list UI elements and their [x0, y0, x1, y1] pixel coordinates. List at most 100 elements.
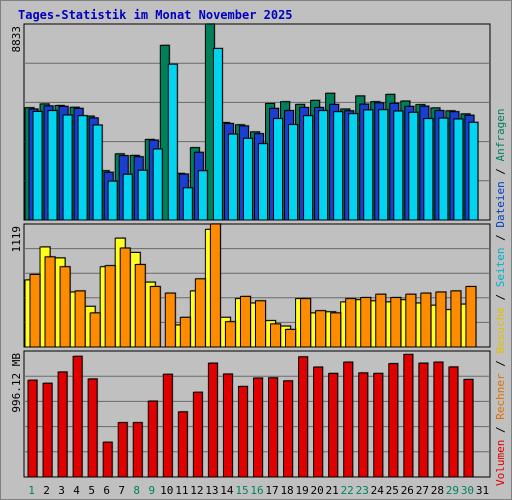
x-tick-label: 25: [386, 484, 399, 497]
legend-item: Besuche: [494, 307, 507, 353]
legend-item: /: [494, 228, 507, 248]
bar-rechner-day-28: [435, 291, 447, 348]
bar-volumen-day-17: [268, 377, 279, 478]
bar-rechner-day-12: [194, 278, 206, 348]
bar-seiten-day-25: [393, 110, 404, 221]
bar-rechner-day-6: [104, 265, 116, 348]
bar-volumen-day-11: [177, 411, 188, 478]
x-tick-label: 26: [401, 484, 414, 497]
bar-rechner-day-21: [330, 312, 342, 348]
bar-volumen-day-30: [463, 378, 474, 478]
bar-seiten-day-28: [438, 117, 449, 221]
bar-rechner-day-19: [300, 298, 312, 348]
bar-rechner-day-14: [224, 321, 236, 348]
x-tick-label: 15: [235, 484, 248, 497]
bar-rechner-day-2: [44, 256, 56, 348]
bar-seiten-day-23: [363, 109, 374, 221]
bar-volumen-day-7: [117, 422, 128, 478]
x-tick-label: 29: [446, 484, 459, 497]
bar-rechner-day-11: [179, 316, 191, 348]
bar-volumen-day-12: [192, 391, 203, 478]
bar-seiten-day-12: [197, 170, 208, 221]
series-seiten: [32, 47, 479, 221]
bar-volumen-day-16: [252, 377, 263, 478]
bar-seiten-day-22: [348, 113, 359, 221]
x-tick-label: 8: [133, 484, 140, 497]
bar-volumen-day-5: [87, 378, 98, 478]
x-tick-label: 10: [160, 484, 173, 497]
legend-item: /: [494, 420, 507, 440]
legend-item: /: [494, 287, 507, 307]
bar-rechner-day-26: [405, 293, 417, 348]
legend-item: Rechner: [494, 373, 507, 420]
bar-rechner-day-13: [209, 223, 221, 348]
x-tick-label: 19: [295, 484, 308, 497]
bar-volumen-day-13: [207, 362, 218, 478]
x-tick-label: 23: [356, 484, 369, 497]
bar-rechner-day-29: [450, 290, 462, 348]
bar-rechner-day-8: [134, 264, 146, 348]
bar-seiten-day-16: [257, 143, 268, 221]
bar-seiten-day-6: [107, 180, 118, 221]
bar-rechner-day-17: [270, 323, 282, 348]
bar-seiten-day-17: [273, 118, 284, 221]
x-tick-label: 22: [341, 484, 354, 497]
bar-seiten-day-11: [182, 187, 193, 221]
x-tick-label: 13: [205, 484, 218, 497]
bar-seiten-day-30: [468, 121, 479, 221]
legend-item: Seiten: [494, 248, 507, 288]
bar-volumen-day-1: [27, 379, 38, 478]
bar-rechner-day-16: [254, 300, 266, 348]
bar-volumen-day-23: [358, 372, 369, 478]
x-tick-label: 28: [431, 484, 444, 497]
right-legend: Volumen / Rechner / Besuche / Seiten / D…: [494, 108, 507, 486]
x-tick-label: 27: [416, 484, 429, 497]
legend-item: Volumen: [494, 440, 507, 486]
x-tick-label: 18: [280, 484, 293, 497]
x-tick-label: 2: [43, 484, 50, 497]
panel-middle: 1119: [10, 223, 491, 348]
x-tick-label: 14: [220, 484, 234, 497]
bar-seiten-day-24: [378, 109, 389, 221]
bar-rechner-day-20: [315, 310, 327, 348]
bar-seiten-day-1: [32, 110, 43, 221]
x-tick-label: 24: [371, 484, 385, 497]
bar-rechner-day-23: [360, 297, 372, 348]
legend-item: Anfragen: [494, 108, 507, 161]
bar-rechner-day-7: [119, 247, 131, 348]
bar-volumen-day-27: [418, 362, 429, 478]
bar-volumen-day-6: [102, 441, 113, 478]
bar-volumen-day-14: [222, 373, 233, 478]
bar-volumen-day-4: [72, 355, 83, 478]
x-tick-label: 9: [148, 484, 155, 497]
bar-seiten-day-7: [122, 173, 133, 221]
bar-rechner-day-24: [375, 293, 387, 348]
x-tick-label: 1: [28, 484, 35, 497]
bar-volumen-day-9: [147, 400, 158, 478]
bar-seiten-day-3: [62, 114, 73, 221]
bar-seiten-day-10: [167, 63, 178, 221]
bar-volumen-day-25: [388, 363, 399, 478]
x-tick-label: 21: [326, 484, 339, 497]
x-tick-label: 12: [190, 484, 203, 497]
x-tick-label: 3: [58, 484, 65, 497]
legend-item: /: [494, 354, 507, 374]
bar-seiten-day-21: [333, 111, 344, 221]
bar-rechner-day-10: [164, 292, 176, 348]
bar-rechner-day-1: [29, 273, 41, 348]
bar-seiten-day-29: [453, 118, 464, 221]
bar-seiten-day-20: [318, 110, 329, 221]
bar-rechner-day-27: [420, 292, 432, 348]
chart-title: Tages-Statistik im Monat November 2025: [18, 8, 293, 22]
series-rechner: [29, 223, 477, 348]
x-tick-label: 11: [175, 484, 188, 497]
bar-rechner-day-3: [59, 266, 71, 348]
bar-volumen-day-26: [403, 353, 414, 478]
bar-seiten-day-14: [227, 133, 238, 221]
bar-volumen-day-28: [433, 361, 444, 478]
bar-volumen-day-3: [57, 371, 68, 478]
legend-item: /: [494, 161, 507, 181]
bar-rechner-day-22: [345, 298, 357, 348]
bar-seiten-day-9: [152, 148, 163, 221]
